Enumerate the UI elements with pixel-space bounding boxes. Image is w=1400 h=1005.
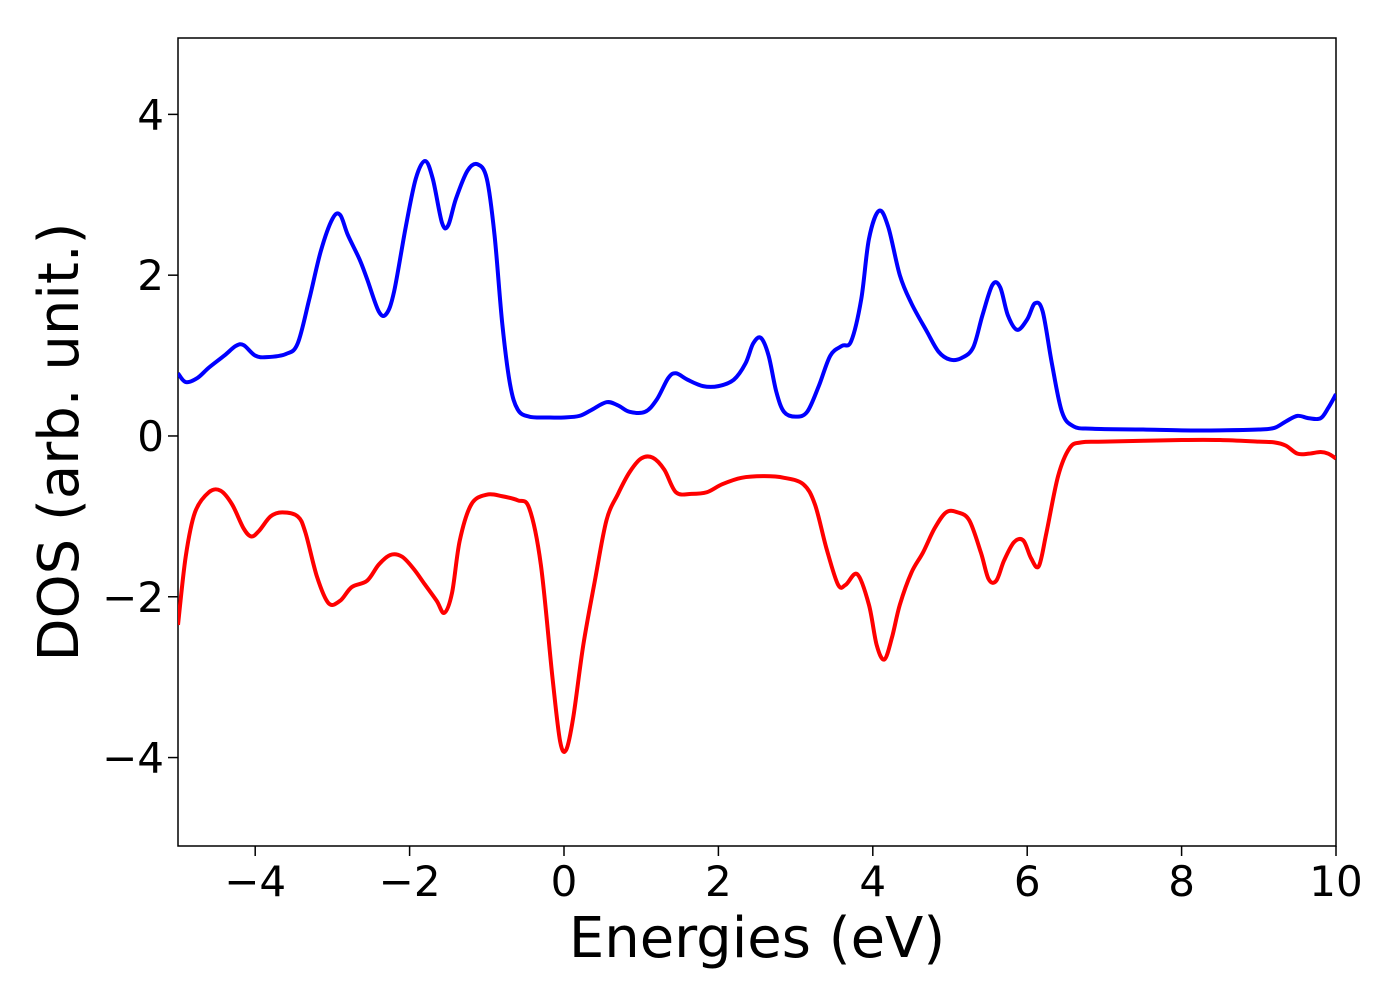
x-tick-label: 6 — [1014, 857, 1041, 906]
x-axis-ticks: −4 −2 0 2 4 6 8 10 — [224, 846, 1363, 906]
y-axis-label: DOS (arb. unit.) — [27, 222, 92, 661]
x-tick-label: 8 — [1168, 857, 1195, 906]
series-layer — [178, 159, 1336, 754]
x-tick-label: −2 — [379, 857, 441, 906]
y-axis-ticks: −4 −2 0 2 4 — [102, 90, 178, 783]
y-tick-label: 2 — [137, 251, 164, 300]
x-tick-label: 4 — [859, 857, 886, 906]
y-tick-label: 4 — [137, 90, 164, 139]
x-tick-label: 0 — [551, 857, 578, 906]
y-tick-label: −2 — [102, 573, 164, 622]
y-tick-label: −4 — [102, 734, 164, 783]
x-tick-label: 2 — [705, 857, 732, 906]
dos-series-line-2 — [178, 437, 1336, 754]
x-axis-label: Energies (eV) — [569, 906, 945, 971]
x-tick-label: 10 — [1309, 857, 1362, 906]
y-tick-label: 0 — [137, 412, 164, 461]
dos-series-line-1 — [178, 159, 1336, 433]
x-tick-label: −4 — [224, 857, 286, 906]
plot-area-frame — [177, 37, 1337, 847]
